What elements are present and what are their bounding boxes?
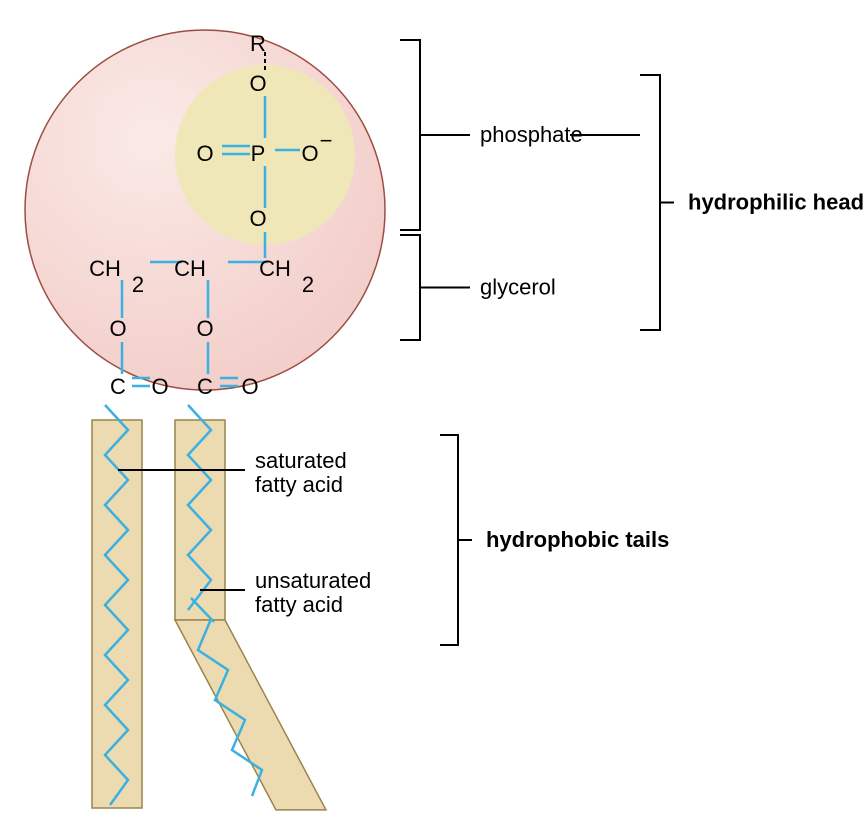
label-hydrophobic-tails: hydrophobic tails: [486, 527, 669, 552]
bracket: [640, 75, 674, 330]
label-phosphate: phosphate: [480, 122, 583, 147]
atom-C1O: O: [151, 374, 168, 399]
atom-CH2a: CH: [89, 256, 121, 281]
atom-CHb: CH: [174, 256, 206, 281]
atom-C1: C: [110, 374, 126, 399]
atom-O_right: O: [301, 141, 318, 166]
label-hydrophilic-head: hydrophilic head: [688, 190, 863, 215]
atom-C2: C: [197, 374, 213, 399]
atom-CH2a_sub: 2: [132, 272, 144, 297]
atom-O4: O: [196, 316, 213, 341]
atom-C2O: O: [241, 374, 258, 399]
label-saturated: saturatedfatty acid: [255, 448, 347, 497]
bracket: [400, 235, 434, 340]
atom-R: R: [250, 31, 266, 56]
atom-O3: O: [109, 316, 126, 341]
atom-O2: O: [249, 206, 266, 231]
atom-O_right_minus: −: [320, 128, 333, 153]
bracket: [400, 40, 434, 230]
saturated-tail-bg: [92, 420, 142, 808]
atom-P: P: [251, 141, 266, 166]
atom-O1: O: [249, 71, 266, 96]
label-unsaturated: unsaturatedfatty acid: [255, 568, 371, 617]
bracket: [440, 435, 472, 645]
atom-CH2c_sub: 2: [302, 272, 314, 297]
label-glycerol: glycerol: [480, 275, 556, 300]
atom-O_left: O: [196, 141, 213, 166]
atom-CH2c: CH: [259, 256, 291, 281]
